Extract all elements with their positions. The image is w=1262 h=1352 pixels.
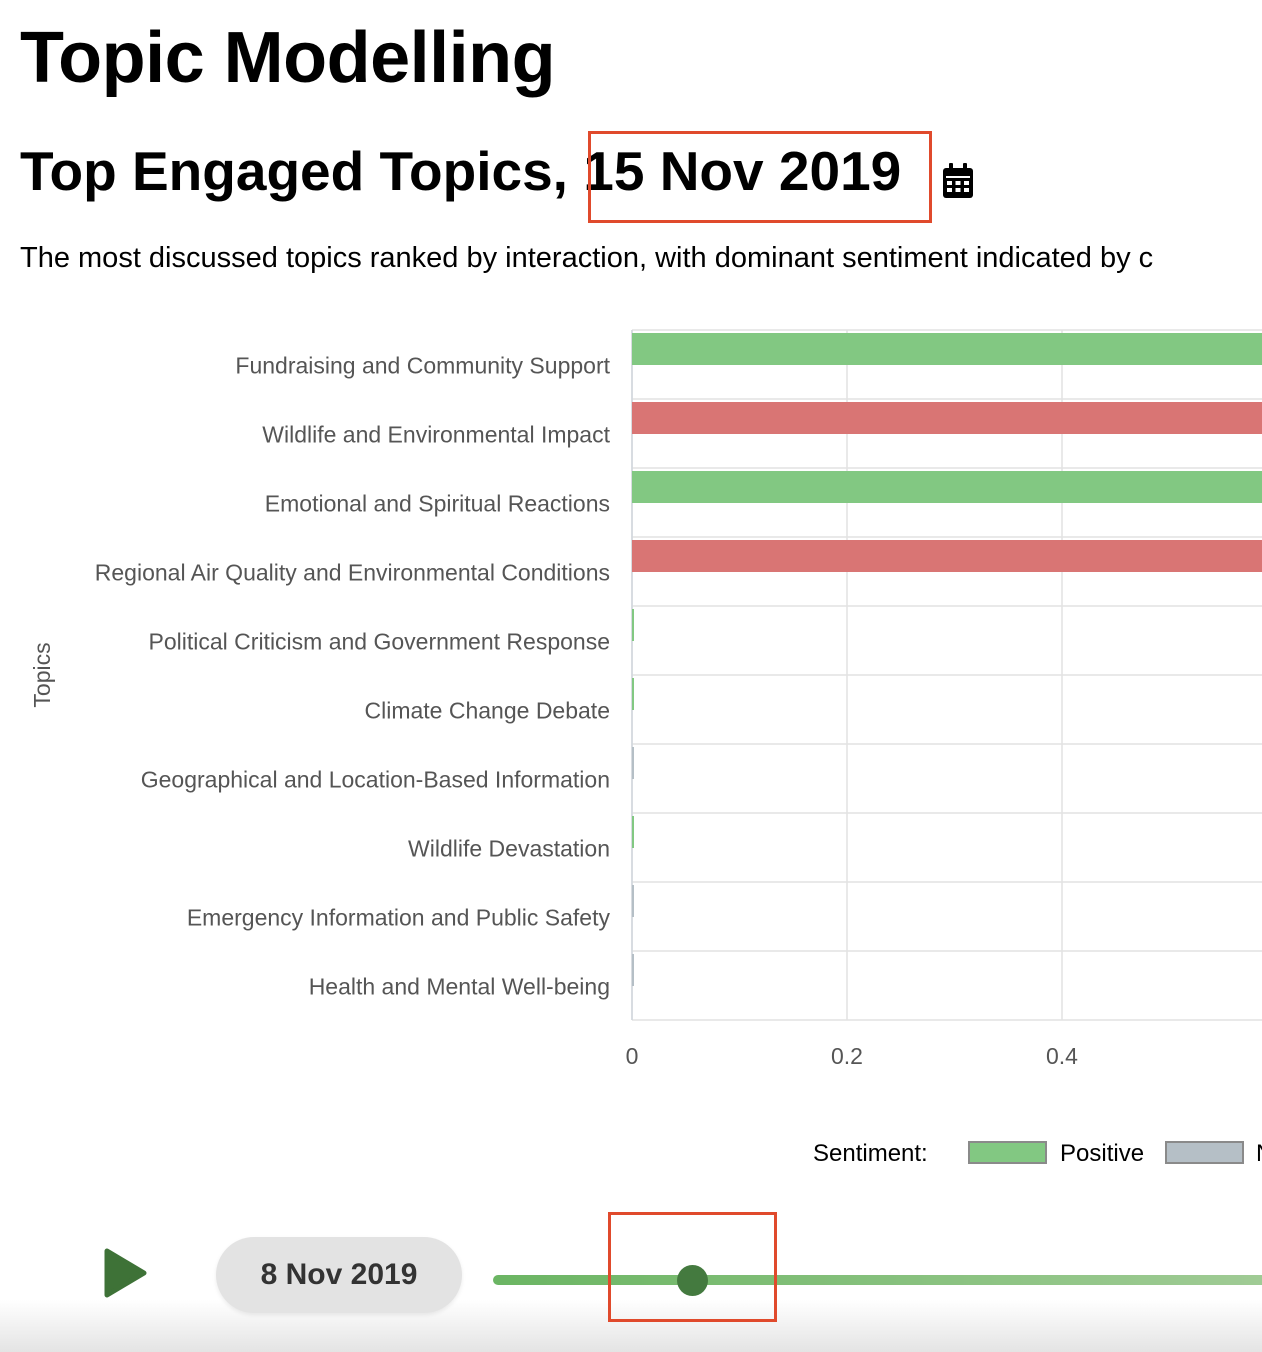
topic-bar-chart: Fundraising and Community Support Wildlif… [29, 329, 1262, 1069]
y-axis-title: Topics [29, 642, 55, 707]
legend-swatch-positive [968, 1141, 1047, 1164]
bar-9 [632, 885, 634, 917]
category-label: Wildlife Devastation [408, 836, 610, 862]
timeline-slider-track[interactable] [493, 1275, 1262, 1285]
bar-7 [632, 747, 634, 779]
bar-4 [632, 540, 1262, 572]
category-label: Regional Air Quality and Environmental C… [95, 560, 610, 586]
category-label: Geographical and Location-Based Informat… [141, 767, 610, 793]
legend-swatch-neutral [1165, 1141, 1244, 1164]
chart-heading: Top Engaged Topics, 15 Nov 2019 [20, 144, 901, 199]
play-icon[interactable] [103, 1248, 147, 1298]
category-label: Political Criticism and Government Respo… [149, 629, 610, 655]
bar-6 [632, 678, 634, 710]
x-tick-label: 0 [626, 1043, 639, 1069]
bottom-shade [0, 1300, 1262, 1352]
category-label: Emergency Information and Public Safety [187, 905, 611, 931]
page-title: Topic Modelling [20, 18, 556, 98]
selected-date[interactable]: 15 Nov 2019 [583, 140, 902, 202]
chart-heading-prefix: Top Engaged Topics, [20, 140, 568, 202]
category-label: Emotional and Spiritual Reactions [265, 491, 610, 517]
legend-title: Sentiment: [813, 1140, 928, 1167]
bar-1 [632, 333, 1262, 365]
category-label: Fundraising and Community Support [235, 353, 610, 379]
bar-3 [632, 471, 1262, 503]
x-tick-label: 0.2 [831, 1043, 863, 1069]
bar-5 [632, 609, 634, 641]
category-label: Climate Change Debate [365, 698, 610, 724]
selected-date-highlight [588, 131, 932, 223]
legend-label-neutral: N [1256, 1140, 1262, 1168]
bar-2 [632, 402, 1262, 434]
chart-description: The most discussed topics ranked by inte… [20, 242, 1154, 274]
bar-10 [632, 954, 634, 986]
timeline-date-badge: 8 Nov 2019 [216, 1237, 462, 1313]
category-label: Health and Mental Well-being [309, 974, 610, 1000]
timeline-slider-thumb[interactable] [677, 1265, 708, 1296]
legend-label-positive: Positive [1060, 1140, 1145, 1167]
bar-8 [632, 816, 634, 848]
x-tick-label: 0.4 [1046, 1043, 1078, 1069]
category-label: Wildlife and Environmental Impact [262, 422, 610, 448]
calendar-icon[interactable] [941, 162, 975, 200]
